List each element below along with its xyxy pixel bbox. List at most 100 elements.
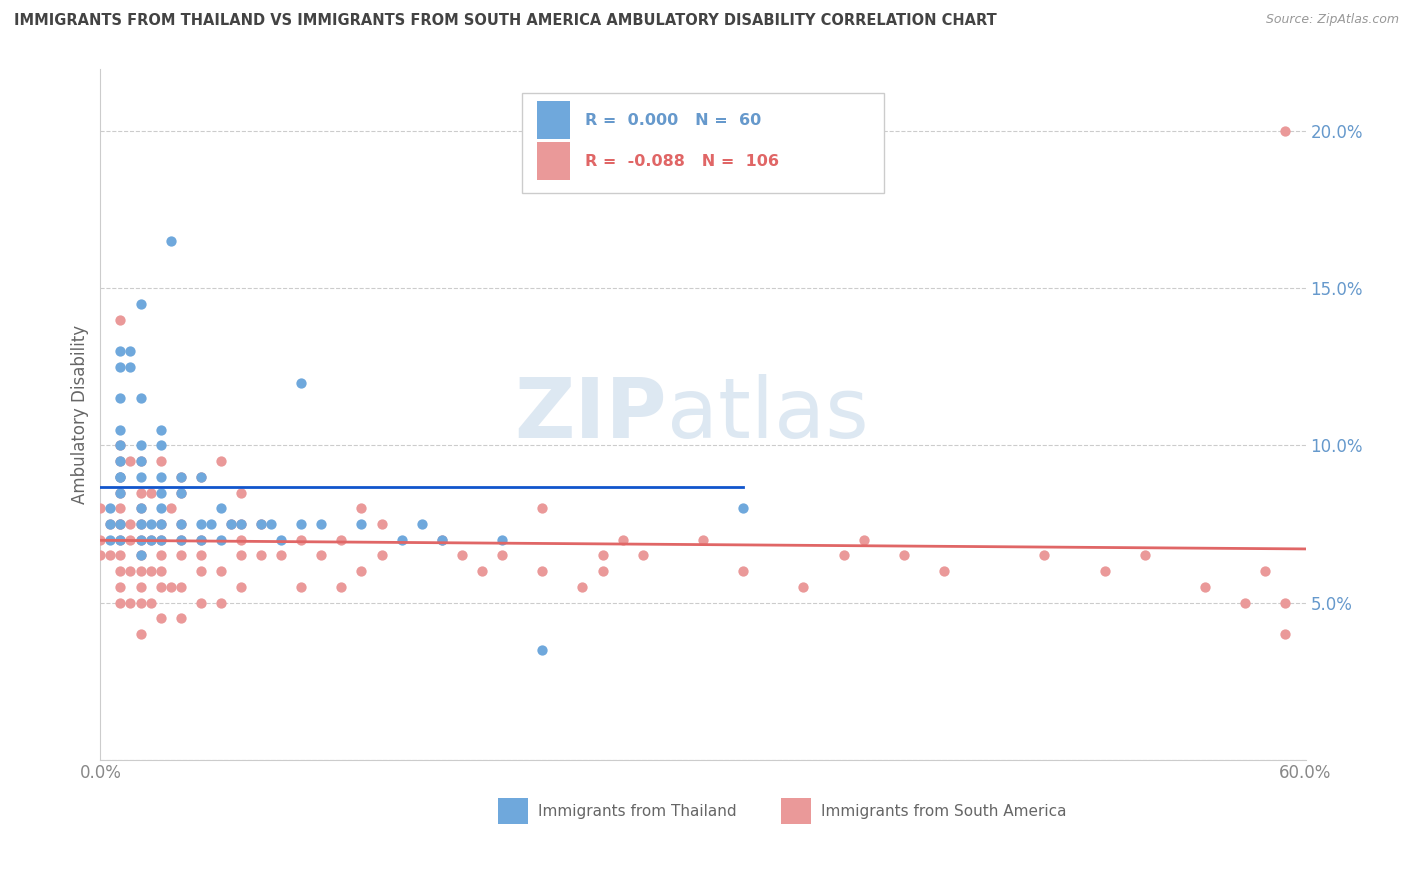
Point [129,454,152,468]
Text: ZIP: ZIP [515,374,666,455]
Point [451,549,474,563]
Point [209,533,232,547]
Point [250,516,273,531]
Point [832,549,855,563]
Point [290,580,312,594]
Point [491,533,513,547]
Point [149,549,172,563]
Point [110,438,132,452]
Point [129,392,152,406]
Point [571,580,593,594]
Point [170,580,193,594]
Point [531,642,554,657]
Point [209,501,232,516]
Point [170,516,193,531]
Point [149,423,172,437]
Point [149,470,172,484]
Point [893,549,915,563]
Point [270,533,292,547]
Bar [537,143,571,180]
Point [1094,564,1116,578]
Point [229,549,252,563]
Point [149,485,172,500]
Point [89,501,111,516]
Point [129,454,152,468]
Point [110,438,132,452]
Text: Immigrants from Thailand: Immigrants from Thailand [538,804,737,819]
Point [110,392,132,406]
Y-axis label: Ambulatory Disability: Ambulatory Disability [72,325,89,504]
Point [120,595,142,609]
Point [120,533,142,547]
Point [1234,595,1257,609]
Point [430,533,453,547]
Point [932,564,955,578]
Point [110,470,132,484]
Point [129,470,152,484]
Point [129,533,152,547]
Point [612,533,634,547]
Point [149,533,172,547]
Point [391,533,413,547]
Point [531,501,554,516]
Point [170,533,193,547]
FancyBboxPatch shape [522,93,884,193]
Point [170,485,193,500]
Point [129,438,152,452]
Point [190,564,212,578]
Point [110,313,132,327]
Point [129,564,152,578]
Text: R =  0.000   N =  60: R = 0.000 N = 60 [585,112,761,128]
Point [120,359,142,374]
Point [170,485,193,500]
Point [100,549,122,563]
Point [190,470,212,484]
Point [110,359,132,374]
Point [190,549,212,563]
Point [190,516,212,531]
Point [1274,124,1296,138]
Point [491,549,513,563]
Point [149,611,172,625]
Point [149,564,172,578]
Point [229,516,252,531]
Point [229,533,252,547]
Point [190,470,212,484]
Point [110,501,132,516]
Point [1274,627,1296,641]
Point [1033,549,1056,563]
Point [531,564,554,578]
Point [110,454,132,468]
Bar [782,797,811,824]
Point [330,580,353,594]
Point [200,516,222,531]
Point [290,376,312,390]
Point [129,580,152,594]
Point [110,595,132,609]
Point [139,564,162,578]
Point [350,501,373,516]
Point [120,454,142,468]
Text: Source: ZipAtlas.com: Source: ZipAtlas.com [1265,13,1399,27]
Point [129,501,152,516]
Point [149,580,172,594]
Point [209,564,232,578]
Point [110,533,132,547]
Text: R =  -0.088   N =  106: R = -0.088 N = 106 [585,154,779,169]
Point [170,516,193,531]
Point [110,533,132,547]
Point [100,533,122,547]
Point [733,564,755,578]
Point [592,549,614,563]
Point [100,501,122,516]
Point [110,470,132,484]
Point [129,627,152,641]
Point [89,549,111,563]
Point [229,580,252,594]
Point [149,516,172,531]
Point [139,533,162,547]
Point [592,564,614,578]
Point [110,516,132,531]
Point [129,549,152,563]
Point [110,580,132,594]
